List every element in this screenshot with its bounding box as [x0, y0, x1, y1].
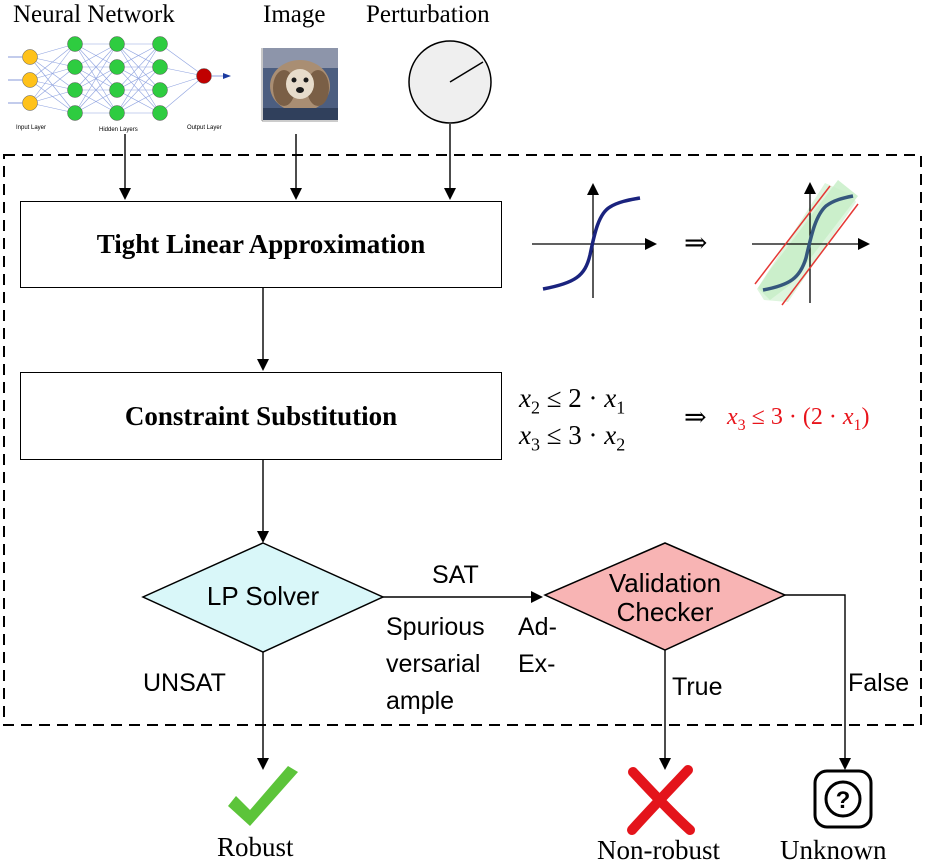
false-label: False [848, 669, 910, 697]
substituted-constraint: x3 ≤ 3 · (2 · x1) [727, 404, 869, 435]
nn-hidden-node [109, 105, 125, 121]
question-icon: ? [813, 769, 873, 829]
nn-output-layer-label: Output Layer [187, 125, 222, 131]
constraint-1: x2 ≤ 2 · x1 [519, 383, 625, 418]
nn-hidden-node [67, 105, 83, 121]
spurious-col2-line-2: Ex- [518, 650, 556, 678]
nn-hidden-node [152, 105, 168, 121]
perturbation-label: Perturbation [366, 1, 490, 28]
nn-hidden-node [67, 82, 83, 98]
nn-hidden-node [67, 59, 83, 75]
nn-hidden-node [109, 82, 125, 98]
result-var: x [842, 404, 854, 430]
approx-implies-symbol: ⇒ [684, 228, 708, 259]
nn-hidden-node [109, 59, 125, 75]
nn-edge [29, 43, 76, 81]
nn-edge [29, 43, 76, 104]
nn-hidden-node [152, 36, 168, 52]
nn-edge [159, 43, 205, 77]
non-robust-label: Non-robust [597, 835, 720, 865]
nn-hidden-node [109, 36, 125, 52]
sat-label: SAT [432, 561, 479, 589]
nn-edge [74, 43, 118, 114]
result-end: ) [861, 404, 870, 430]
tight-linear-approximation-box: Tight Linear Approximation [20, 201, 502, 288]
activation-curve-plot [532, 183, 657, 298]
nn-edge [74, 43, 118, 91]
validation-line-1: Validation [608, 568, 722, 598]
cross-mark-icon [627, 765, 695, 835]
c2-rhs-sub: 2 [616, 434, 626, 455]
result-lhs-sub: 3 [737, 416, 746, 434]
nn-edge [74, 89, 118, 114]
robust-label: Robust [217, 832, 294, 862]
spurious-line-2: versarial [386, 650, 481, 678]
c1-rhs: x [604, 383, 617, 413]
result-lhs: x [727, 404, 738, 430]
c2-lhs: x [519, 420, 531, 450]
nn-input-node [22, 72, 38, 88]
check-mark-icon [228, 766, 298, 826]
neural-network-label: Neural Network [13, 1, 175, 28]
arrow-false [785, 594, 851, 770]
image-label: Image [263, 1, 326, 28]
spurious-col2-line-1: Ad- [518, 613, 557, 641]
nn-edge [116, 89, 161, 114]
c1-lhs: x [519, 383, 531, 413]
nn-edge [74, 43, 118, 68]
nn-edge [159, 75, 205, 114]
neural-network-graphic [8, 36, 231, 121]
nn-edge [74, 66, 118, 114]
nn-input-layer-label: Input Layer [16, 125, 47, 131]
nn-hidden-node [67, 36, 83, 52]
nn-hidden-node [152, 59, 168, 75]
spurious-label-col1: Spurious versarial ample [386, 609, 485, 720]
nn-hidden-node [152, 82, 168, 98]
nn-input-node [22, 95, 38, 111]
spurious-line-1: Spurious [386, 613, 485, 641]
svg-text:?: ? [836, 787, 851, 814]
nn-edge [29, 66, 76, 104]
c2-rel: ≤ 3 · [539, 420, 605, 450]
nn-edge [116, 43, 161, 68]
nn-edge [116, 43, 161, 114]
validation-checker-label: Validation Checker [545, 569, 785, 627]
nn-input-node [22, 49, 38, 65]
dog-image [241, 36, 351, 132]
result-mid: ≤ 3 · (2 · [745, 404, 843, 430]
c2-lhs-sub: 3 [530, 434, 540, 455]
tight-linear-approximation-label: Tight Linear Approximation [96, 229, 426, 259]
perturbation-gauge-icon [408, 40, 492, 124]
spurious-label-col2: Ad- Ex- [518, 609, 557, 683]
nn-edge [116, 43, 161, 91]
nn-edge [116, 66, 161, 114]
constraint-implies: ⇒ [684, 402, 707, 432]
pipeline-region [3, 154, 922, 726]
c1-rel: ≤ 2 · [539, 383, 605, 413]
nn-hidden-layers-label: Hidden Layers [99, 127, 138, 133]
constraint-substitution-label: Constraint Substitution [124, 400, 398, 431]
linear-approximation-plot [752, 180, 870, 306]
constraint-substitution-box: Constraint Substitution [20, 372, 502, 460]
nn-output-node [196, 68, 212, 84]
unsat-label: UNSAT [143, 669, 226, 697]
nn-edge [29, 89, 76, 104]
nn-edge [29, 43, 76, 58]
true-label: True [672, 673, 723, 701]
c1-rhs-sub: 1 [616, 397, 626, 418]
result-var-sub: 1 [853, 416, 862, 434]
spurious-line-3: ample [386, 687, 455, 715]
constraint-2: x3 ≤ 3 · x2 [519, 420, 625, 455]
unknown-label: Unknown [780, 835, 887, 865]
lp-solver-label: LP Solver [206, 581, 320, 611]
validation-line-2: Checker [616, 597, 714, 627]
c2-rhs: x [604, 420, 617, 450]
c1-lhs-sub: 2 [530, 397, 540, 418]
